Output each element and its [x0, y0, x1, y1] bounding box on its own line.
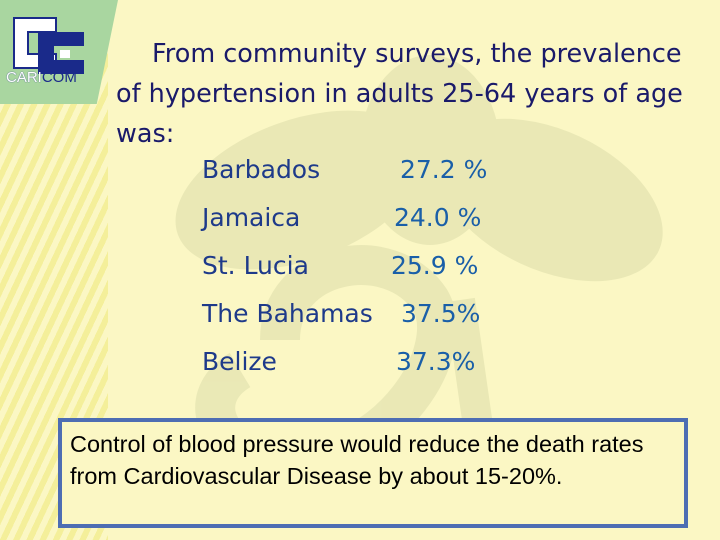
- country-name: St. Lucia: [202, 251, 309, 280]
- caricom-logo-text: CARICOM: [6, 69, 77, 86]
- prevalence-value: 25.9 %: [391, 251, 479, 280]
- country-name: Barbados: [202, 155, 321, 184]
- prevalence-value: 37.5%: [401, 299, 481, 328]
- intro-paragraph: From community surveys, the prevalence o…: [116, 39, 683, 149]
- prevalence-value: 27.2 %: [400, 155, 488, 184]
- caricom-logo-icon: [13, 17, 84, 74]
- prevalence-value: 37.3%: [396, 347, 476, 376]
- country-name: The Bahamas: [202, 299, 373, 328]
- note-box: Control of blood pressure would reduce t…: [58, 418, 688, 528]
- prevalence-value: 24.0 %: [394, 203, 482, 232]
- country-name: Jamaica: [202, 203, 301, 232]
- country-name: Belize: [202, 347, 277, 376]
